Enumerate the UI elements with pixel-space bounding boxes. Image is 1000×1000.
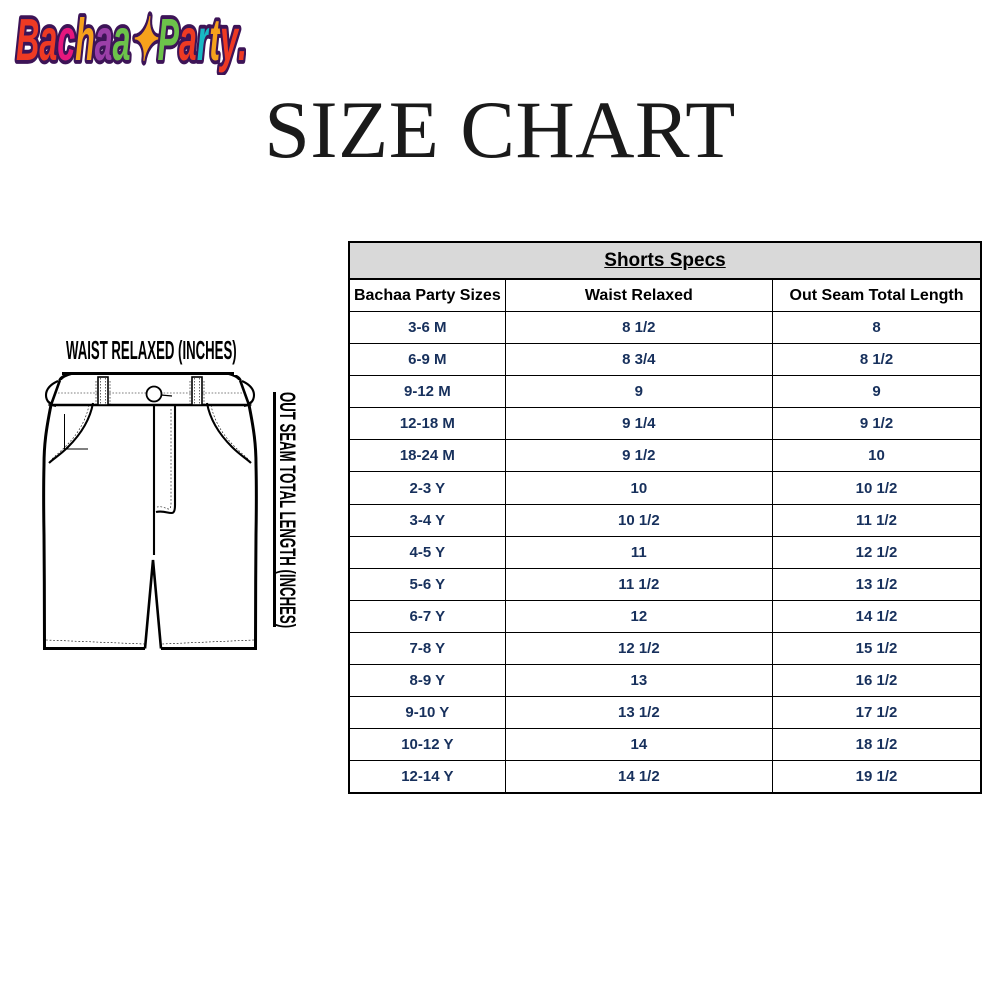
svg-text:Bachaa✦Party.: Bachaa✦Party. [16, 8, 246, 74]
